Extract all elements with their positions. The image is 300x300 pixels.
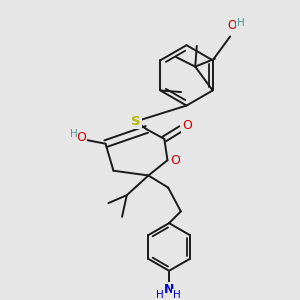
Text: H: H xyxy=(156,290,164,300)
Text: O: O xyxy=(182,119,192,132)
Text: H: H xyxy=(173,290,181,300)
Text: O: O xyxy=(170,154,180,167)
Text: S: S xyxy=(131,115,140,128)
Text: H: H xyxy=(70,130,78,140)
Text: H: H xyxy=(237,18,244,28)
Text: O: O xyxy=(76,131,86,144)
Text: O: O xyxy=(227,19,236,32)
Text: N: N xyxy=(164,284,174,296)
